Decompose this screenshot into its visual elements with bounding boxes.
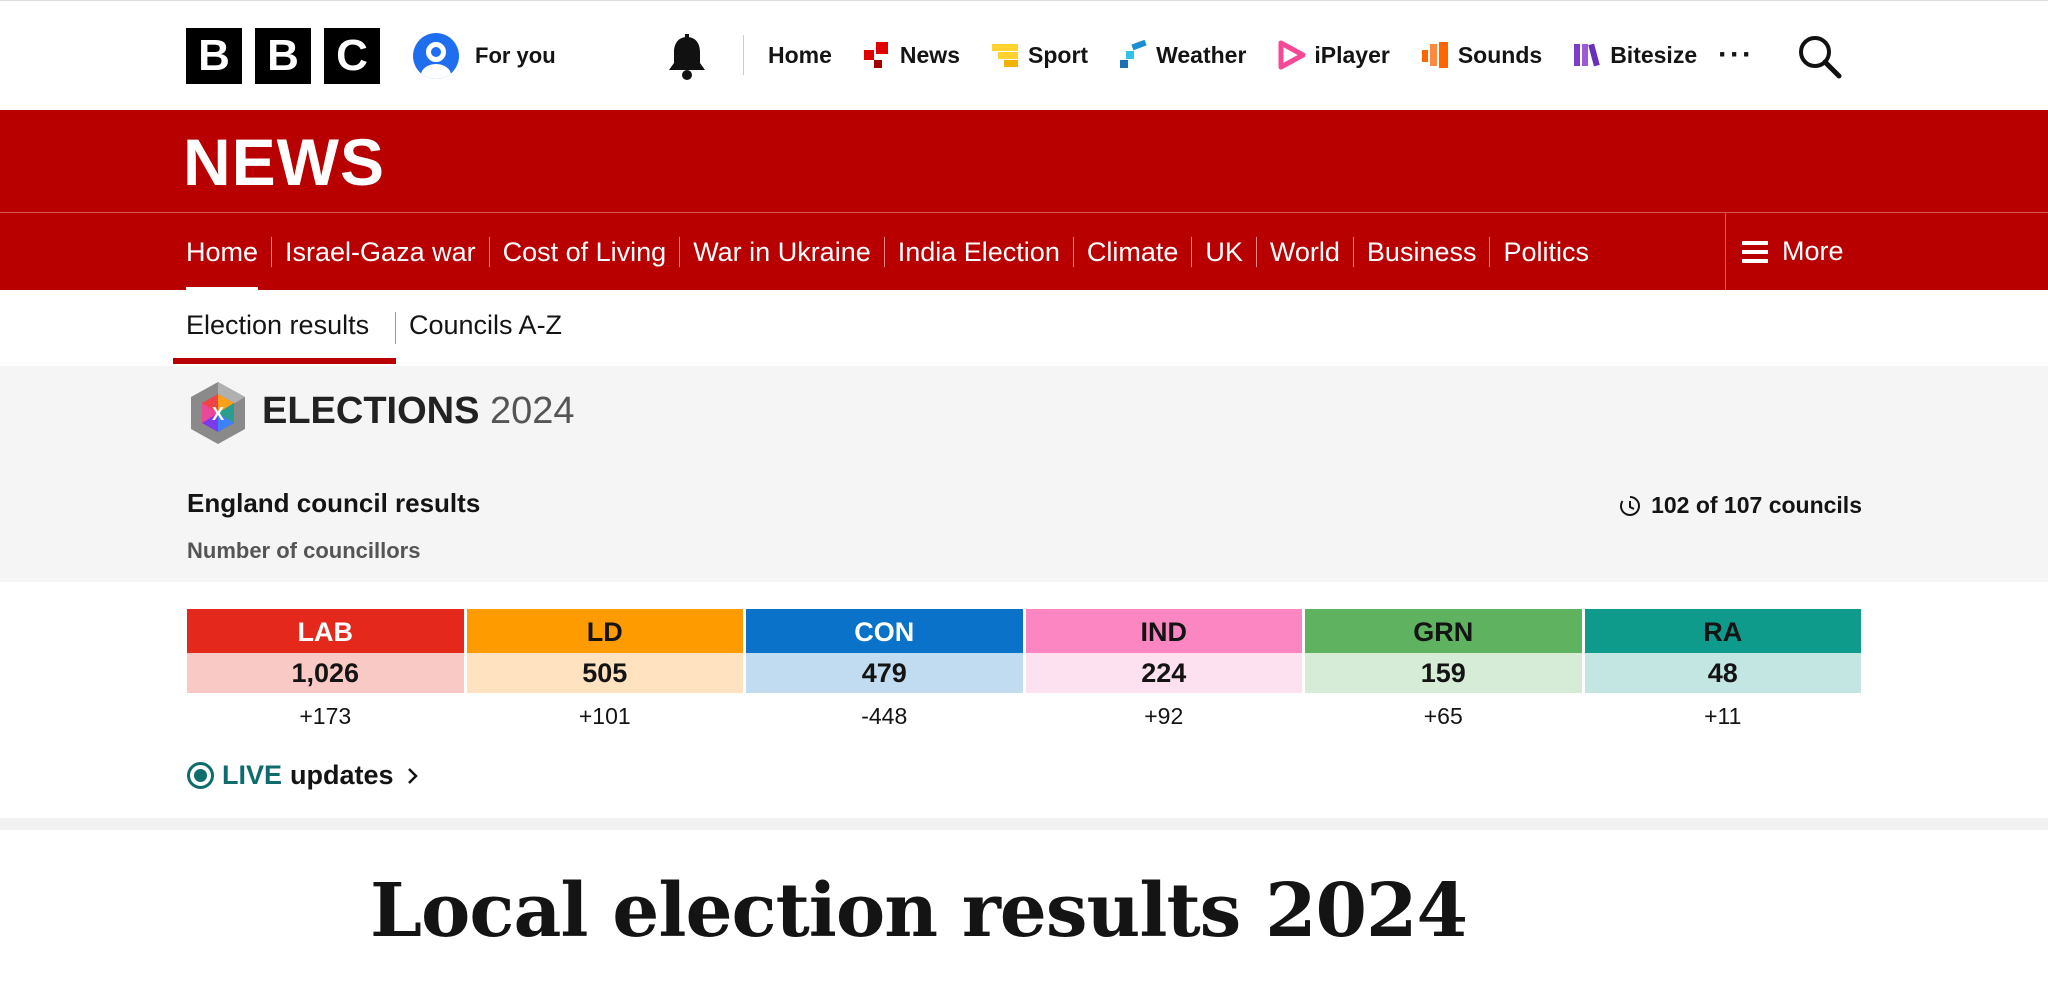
tab-councils-a-z[interactable]: Councils A-Z bbox=[409, 310, 563, 340]
section-nav-israel-gaza-war[interactable]: Israel-Gaza war bbox=[271, 236, 489, 267]
section-nav-war-in-ukraine[interactable]: War in Ukraine bbox=[679, 236, 884, 267]
party-councillors: 479 bbox=[746, 653, 1023, 693]
party-change: +11 bbox=[1584, 693, 1861, 739]
global-nav-bitesize[interactable]: Bitesize bbox=[1572, 40, 1697, 70]
councils-declared: 102 of 107 councils bbox=[1619, 492, 1862, 519]
party-column-ind: IND 224 +92 bbox=[1025, 609, 1302, 739]
bitesize-icon bbox=[1574, 43, 1600, 67]
global-nav-bitesize-label: Bitesize bbox=[1610, 41, 1698, 68]
party-change: +101 bbox=[466, 693, 743, 739]
global-nav-iplayer-label: iPlayer bbox=[1314, 41, 1390, 68]
page-title: Local election results 2024 bbox=[370, 868, 1468, 954]
party-change: +92 bbox=[1025, 693, 1302, 739]
section-nav-more-button[interactable]: More bbox=[1725, 213, 2048, 290]
party-abbreviation: CON bbox=[746, 609, 1023, 653]
bbc-logo-letter: B bbox=[186, 28, 242, 84]
results-subtitle: Number of councillors bbox=[187, 538, 421, 563]
account-icon bbox=[413, 33, 459, 79]
elections-banner: X ELECTIONS 2024 England council results… bbox=[0, 366, 2048, 582]
svg-text:X: X bbox=[212, 404, 224, 424]
party-abbreviation: GRN bbox=[1305, 609, 1582, 653]
search-icon[interactable] bbox=[1796, 33, 1842, 79]
news-icon bbox=[863, 42, 888, 68]
section-nav-business[interactable]: Business bbox=[1352, 236, 1490, 267]
iplayer-icon bbox=[1278, 40, 1306, 70]
party-councillors: 48 bbox=[1584, 653, 1861, 693]
global-nav-sounds-label: Sounds bbox=[1457, 41, 1543, 68]
global-nav-home-label: Home bbox=[768, 41, 832, 68]
section-nav-india-election[interactable]: India Election bbox=[883, 236, 1073, 267]
bbc-global-header: B B C For you Home News bbox=[0, 0, 2048, 110]
party-column-con: CON 479 -448 bbox=[746, 609, 1023, 739]
party-councillors: 1,026 bbox=[187, 653, 464, 693]
global-nav-news-label: News bbox=[899, 41, 960, 68]
party-abbreviation: IND bbox=[1025, 609, 1302, 653]
updates-label: updates bbox=[290, 760, 394, 790]
party-councillors: 505 bbox=[466, 653, 743, 693]
header-divider bbox=[743, 35, 744, 75]
section-nav-uk[interactable]: UK bbox=[1191, 236, 1256, 267]
section-nav-more-label: More bbox=[1782, 236, 1844, 266]
party-column-lab: LAB 1,026 +173 bbox=[187, 609, 464, 739]
section-nav-climate[interactable]: Climate bbox=[1072, 236, 1192, 267]
section-nav-cost-of-living[interactable]: Cost of Living bbox=[488, 236, 680, 267]
chevron-right-icon bbox=[407, 767, 418, 784]
news-masthead: NEWS bbox=[0, 110, 2048, 212]
bbc-logo-letter: C bbox=[324, 28, 380, 84]
active-tab-indicator bbox=[173, 358, 396, 364]
party-change: -448 bbox=[746, 693, 1023, 739]
global-nav-news[interactable]: News bbox=[862, 40, 960, 70]
party-change: +173 bbox=[187, 693, 464, 739]
party-column-ld: LD 505 +101 bbox=[466, 609, 743, 739]
global-nav-home[interactable]: Home bbox=[768, 42, 832, 69]
section-nav-world[interactable]: World bbox=[1255, 236, 1353, 267]
sounds-icon bbox=[1421, 42, 1448, 68]
party-column-grn: GRN 159 +65 bbox=[1305, 609, 1582, 739]
live-indicator-icon bbox=[187, 762, 214, 789]
elections-ballot-icon: X bbox=[191, 382, 245, 444]
global-nav-weather[interactable]: Weather bbox=[1118, 40, 1246, 70]
tab-divider bbox=[395, 312, 396, 344]
party-councillors: 224 bbox=[1025, 653, 1302, 693]
global-nav-sounds[interactable]: Sounds bbox=[1420, 40, 1542, 70]
weather-icon bbox=[1120, 40, 1147, 68]
election-tabs: Election results Councils A-Z bbox=[0, 290, 2048, 366]
live-label: LIVE bbox=[222, 760, 283, 790]
sport-icon bbox=[992, 44, 1018, 67]
section-nav-home[interactable]: Home bbox=[186, 237, 271, 293]
bbc-logo-letter: B bbox=[255, 28, 311, 84]
elections-title: ELECTIONS 2024 bbox=[262, 390, 575, 433]
more-services-button[interactable]: ··· bbox=[1718, 38, 1754, 71]
section-divider bbox=[0, 818, 2048, 830]
for-you-link[interactable]: For you bbox=[413, 33, 556, 79]
councils-declared-label: 102 of 107 councils bbox=[1651, 492, 1862, 518]
party-column-ra: RA 48 +11 bbox=[1584, 609, 1861, 739]
elections-title-year: 2024 bbox=[490, 390, 575, 432]
party-abbreviation: LAB bbox=[187, 609, 464, 653]
bbc-logo[interactable]: B B C bbox=[186, 28, 380, 84]
global-nav-sport[interactable]: Sport bbox=[990, 40, 1088, 70]
for-you-label: For you bbox=[475, 43, 556, 68]
notifications-bell-icon[interactable] bbox=[664, 33, 710, 81]
party-change: +65 bbox=[1305, 693, 1582, 739]
party-councillors: 159 bbox=[1305, 653, 1582, 693]
tab-election-results[interactable]: Election results bbox=[186, 310, 370, 340]
results-region-heading: England council results bbox=[187, 488, 481, 518]
menu-icon bbox=[1742, 240, 1768, 263]
live-updates-link[interactable]: LIVE updates bbox=[187, 760, 420, 791]
news-section-nav: Home Israel-Gaza war Cost of Living War … bbox=[0, 212, 2048, 293]
clock-icon bbox=[1620, 495, 1641, 516]
global-nav-iplayer[interactable]: iPlayer bbox=[1276, 40, 1390, 70]
party-results-table: LAB 1,026 +173 LD 505 +101 CON 479 -448 IND 224 +92… bbox=[187, 609, 1861, 739]
global-nav-sport-label: Sport bbox=[1028, 41, 1089, 68]
section-nav-politics[interactable]: Politics bbox=[1489, 236, 1602, 267]
party-abbreviation: RA bbox=[1584, 609, 1861, 653]
party-abbreviation: LD bbox=[466, 609, 743, 653]
global-nav: Home News Sport bbox=[768, 27, 1727, 83]
global-nav-weather-label: Weather bbox=[1156, 41, 1247, 68]
news-wordmark[interactable]: NEWS bbox=[183, 125, 385, 199]
elections-title-main: ELECTIONS bbox=[262, 390, 480, 432]
